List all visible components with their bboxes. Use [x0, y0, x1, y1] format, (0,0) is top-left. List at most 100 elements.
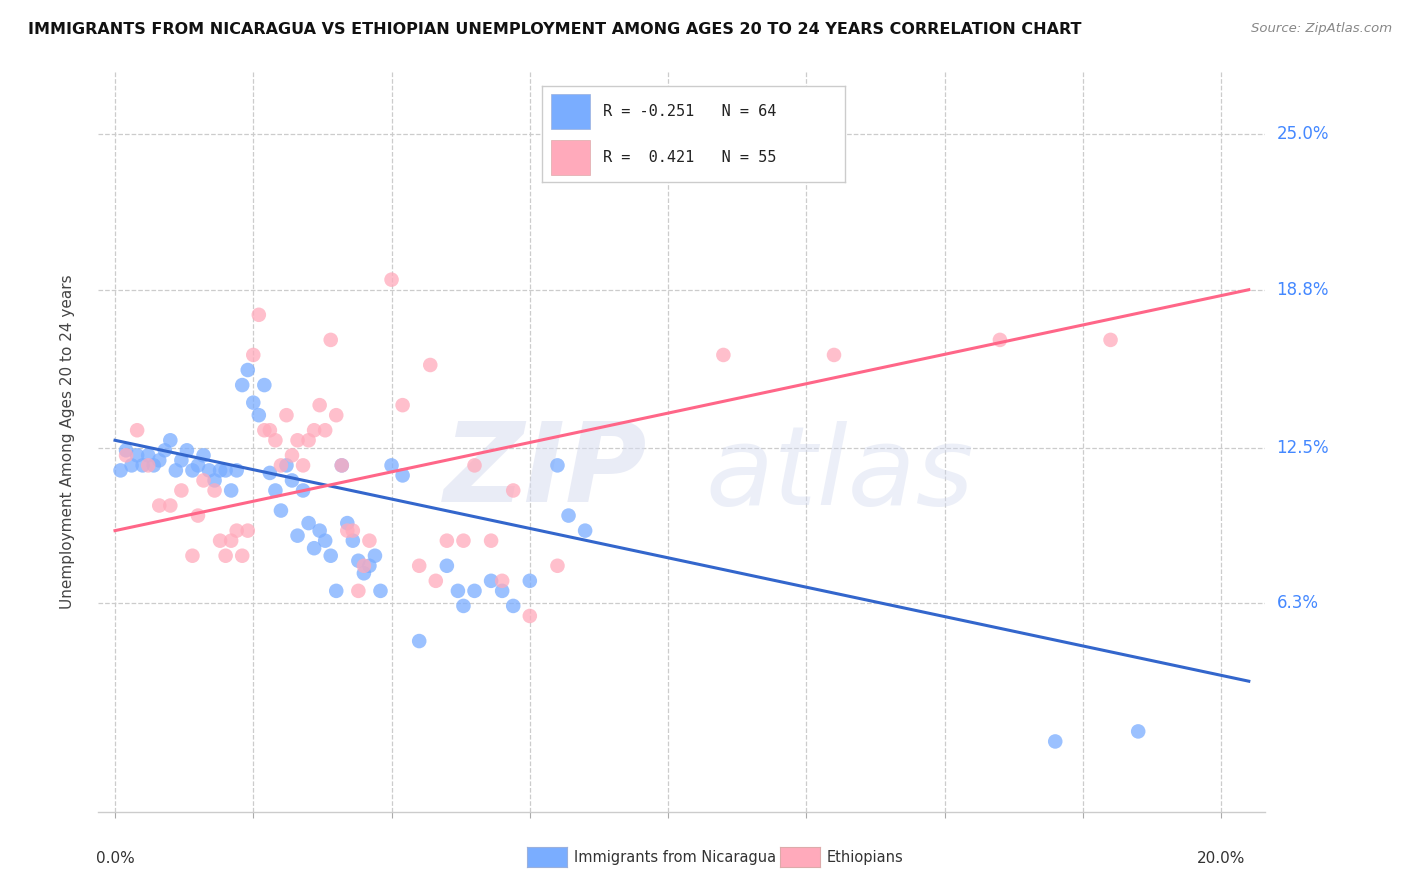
Point — [325, 583, 347, 598]
Point — [319, 549, 342, 563]
Point — [214, 549, 236, 563]
Point — [181, 463, 204, 477]
Point — [519, 609, 541, 624]
Point — [253, 378, 276, 392]
Point — [330, 458, 353, 473]
Point — [359, 558, 381, 573]
Point — [342, 524, 364, 538]
Point — [447, 583, 470, 598]
Point — [463, 458, 485, 473]
Point — [408, 634, 430, 648]
Point — [219, 483, 242, 498]
Point — [491, 574, 513, 588]
Point — [325, 408, 347, 422]
Point — [314, 423, 336, 437]
Point — [276, 408, 298, 422]
Point — [988, 333, 1011, 347]
Point — [148, 499, 170, 513]
Point — [491, 583, 513, 598]
Point — [308, 524, 330, 538]
Point — [209, 533, 232, 548]
Point — [436, 533, 458, 548]
Point — [159, 499, 181, 513]
Point — [231, 549, 253, 563]
Text: Ethiopians: Ethiopians — [827, 850, 904, 864]
Point — [259, 466, 281, 480]
Point — [281, 474, 304, 488]
Point — [425, 574, 447, 588]
Point — [347, 554, 370, 568]
Point — [370, 583, 392, 598]
Point — [1045, 734, 1067, 748]
Point — [292, 483, 315, 498]
Point — [242, 348, 264, 362]
Point — [204, 474, 226, 488]
Point — [121, 458, 143, 473]
Text: Immigrants from Nicaragua: Immigrants from Nicaragua — [574, 850, 776, 864]
Point — [187, 458, 209, 473]
Point — [193, 448, 215, 462]
Point — [336, 516, 359, 530]
Point — [453, 599, 475, 613]
Point — [519, 574, 541, 588]
Text: ZIP: ZIP — [443, 417, 647, 524]
Point — [292, 458, 315, 473]
Y-axis label: Unemployment Among Ages 20 to 24 years: Unemployment Among Ages 20 to 24 years — [60, 274, 75, 609]
Text: 25.0%: 25.0% — [1277, 125, 1329, 143]
Text: Source: ZipAtlas.com: Source: ZipAtlas.com — [1251, 22, 1392, 36]
Point — [391, 468, 413, 483]
Point — [214, 463, 236, 477]
Point — [557, 508, 579, 523]
Point — [225, 524, 247, 538]
Point — [330, 458, 353, 473]
Text: 20.0%: 20.0% — [1197, 851, 1246, 865]
Point — [170, 453, 193, 467]
Point — [204, 483, 226, 498]
Point — [1099, 333, 1122, 347]
Point — [270, 503, 292, 517]
Point — [115, 443, 138, 458]
Point — [380, 458, 402, 473]
Point — [314, 533, 336, 548]
Point — [353, 566, 375, 581]
Point — [259, 423, 281, 437]
Point — [247, 308, 270, 322]
Point — [187, 508, 209, 523]
Point — [281, 448, 304, 462]
Point — [342, 533, 364, 548]
Point — [115, 448, 138, 462]
Point — [364, 549, 387, 563]
Point — [502, 599, 524, 613]
Point — [247, 408, 270, 422]
Point — [359, 533, 381, 548]
Point — [153, 443, 176, 458]
Point — [380, 273, 402, 287]
Text: 6.3%: 6.3% — [1277, 594, 1319, 613]
Point — [574, 524, 596, 538]
Point — [165, 463, 187, 477]
Point — [479, 574, 502, 588]
Point — [1128, 724, 1150, 739]
Text: IMMIGRANTS FROM NICARAGUA VS ETHIOPIAN UNEMPLOYMENT AMONG AGES 20 TO 24 YEARS CO: IMMIGRANTS FROM NICARAGUA VS ETHIOPIAN U… — [28, 22, 1081, 37]
Point — [176, 443, 198, 458]
Point — [131, 458, 153, 473]
Point — [463, 583, 485, 598]
Point — [225, 463, 247, 477]
Point — [242, 395, 264, 409]
Point — [453, 533, 475, 548]
Point — [347, 583, 370, 598]
Point — [236, 524, 259, 538]
Point — [231, 378, 253, 392]
Text: 12.5%: 12.5% — [1277, 439, 1329, 457]
Text: 0.0%: 0.0% — [96, 851, 135, 865]
Point — [436, 558, 458, 573]
Point — [136, 448, 159, 462]
Point — [170, 483, 193, 498]
Point — [193, 474, 215, 488]
Text: 18.8%: 18.8% — [1277, 281, 1329, 299]
Point — [270, 458, 292, 473]
Point — [181, 549, 204, 563]
Point — [209, 463, 232, 477]
Point — [142, 458, 165, 473]
Point — [336, 524, 359, 538]
